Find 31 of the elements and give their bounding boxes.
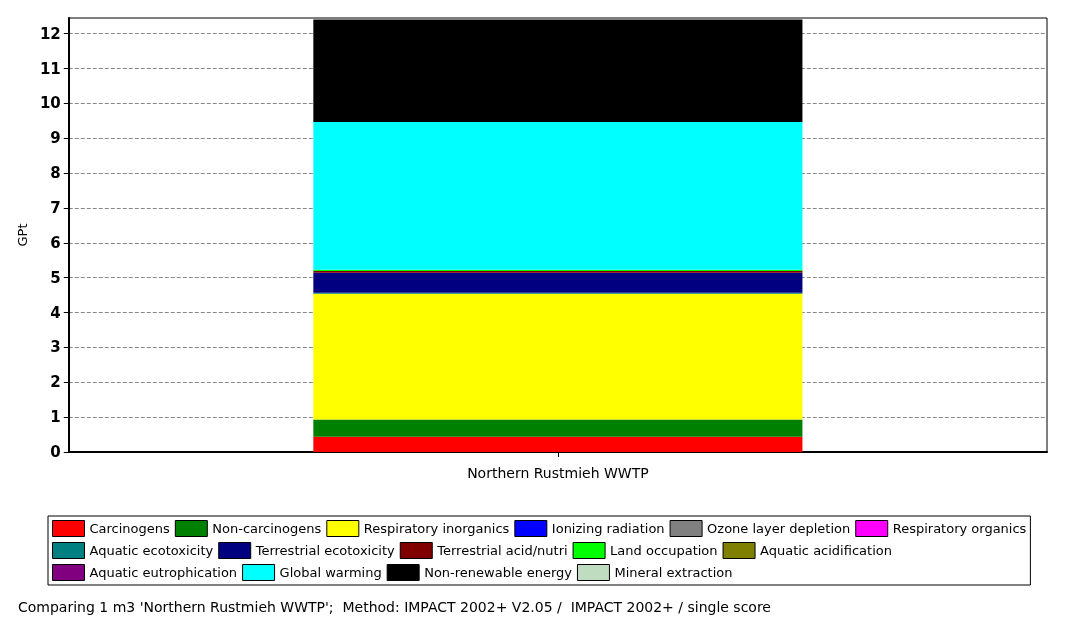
legend-label: Respiratory inorganics — [363, 521, 510, 536]
y-tick-label: 6 — [50, 233, 61, 252]
legend-label: Non-carcinogens — [212, 521, 322, 536]
legend-label: Terrestrial ecotoxicity — [254, 543, 396, 558]
x-tick-label: Northern Rustmieh WWTP — [467, 465, 649, 481]
y-tick-label: 0 — [50, 443, 61, 461]
legend-label: Ionizing radiation — [551, 521, 665, 536]
y-tick-label: 9 — [50, 129, 61, 148]
y-tick-label: 5 — [50, 268, 61, 287]
y-tick-label: 8 — [50, 164, 61, 183]
y-tick-label: 7 — [50, 198, 61, 217]
legend-label: Aquatic eutrophication — [89, 565, 238, 580]
legend-label: Mineral extraction — [614, 565, 733, 580]
legend-label: Respiratory organics — [892, 521, 1027, 536]
y-tick-label: 12 — [39, 24, 61, 43]
legend-label: Aquatic ecotoxicity — [89, 543, 214, 558]
legend-label: Carcinogens — [89, 521, 171, 536]
y-tick-label: 11 — [39, 59, 61, 78]
legend-label: Ozone layer depletion — [707, 521, 851, 536]
text: Comparing 1 m3 'Northern Rustmieh WWTP'; Method: IMPACT 2002+ V2.05 / IMPACT 2002+ / single score — [18, 599, 771, 615]
y-axis-title: GPt — [15, 223, 30, 247]
legend-label: Land occupation — [610, 543, 718, 558]
legend-label: Aquatic acidification — [760, 543, 892, 558]
y-tick-label: 4 — [50, 303, 61, 322]
y-tick-label: 1 — [50, 408, 61, 427]
y-tick-label: 10 — [39, 94, 61, 113]
legend-label: Non-renewable energy — [424, 565, 573, 580]
y-tick-label: 3 — [50, 338, 61, 357]
legend-label: Global warming — [279, 565, 382, 580]
legend-label: Terrestrial acid/nutri — [436, 543, 568, 558]
y-tick-label: 2 — [50, 373, 61, 392]
